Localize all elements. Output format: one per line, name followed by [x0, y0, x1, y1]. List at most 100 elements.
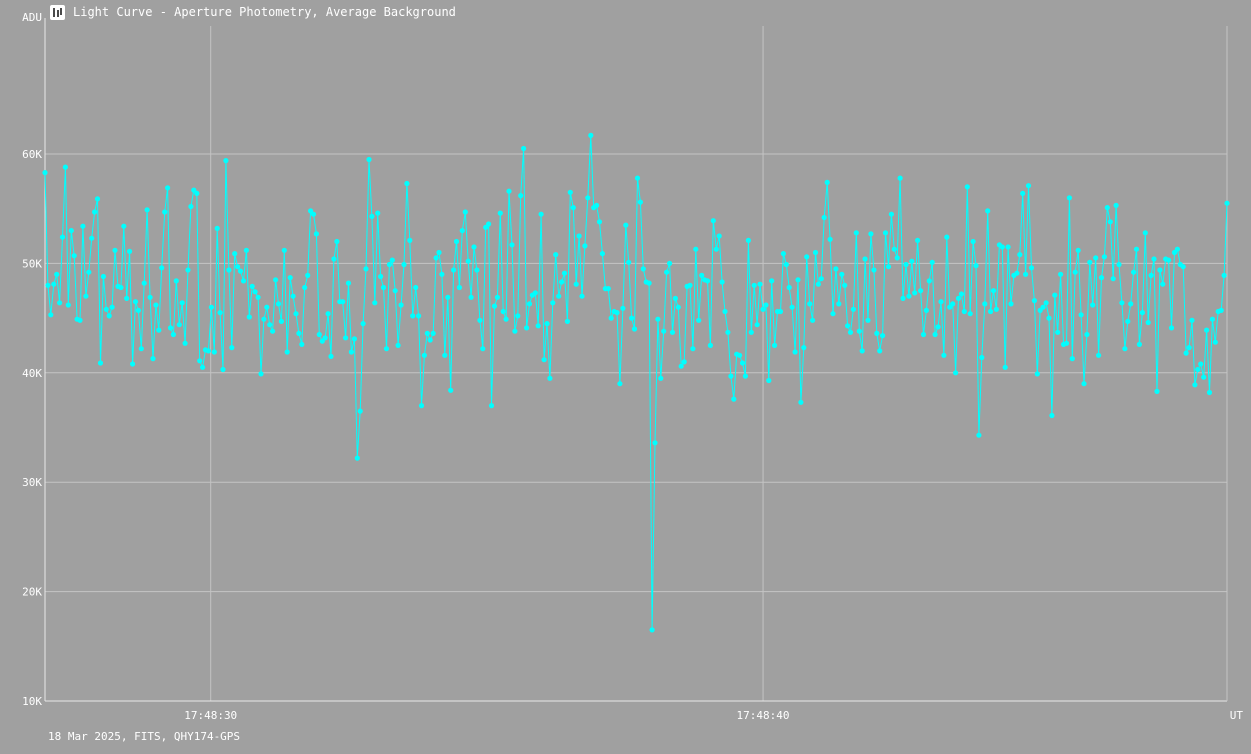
data-point	[815, 281, 822, 287]
data-point	[737, 352, 743, 358]
data-point	[909, 258, 915, 264]
data-point	[267, 322, 273, 328]
data-point	[141, 280, 147, 286]
data-point	[512, 328, 518, 334]
data-point	[328, 353, 334, 359]
data-point	[719, 279, 725, 285]
data-point	[1098, 275, 1105, 281]
chart-app-icon[interactable]	[50, 4, 65, 20]
data-point	[807, 301, 813, 307]
data-point	[322, 335, 328, 341]
data-point	[1084, 331, 1090, 338]
data-point	[386, 261, 392, 268]
data-point	[1195, 366, 1201, 373]
data-point	[348, 349, 354, 355]
data-point	[162, 209, 168, 215]
data-point	[999, 244, 1005, 250]
data-point	[754, 322, 760, 328]
data-point	[343, 335, 349, 341]
data-point	[97, 360, 104, 366]
data-point	[226, 267, 232, 273]
data-point	[882, 230, 889, 236]
title-bar: Light Curve - Aperture Photometry, Avera…	[50, 3, 456, 21]
data-point	[130, 361, 136, 367]
data-point	[413, 284, 419, 291]
y-tick-label: 10K	[22, 695, 42, 708]
data-point	[1020, 190, 1026, 196]
data-point	[777, 308, 784, 315]
data-point	[605, 286, 611, 292]
data-point	[1133, 246, 1140, 252]
data-point	[1025, 183, 1032, 189]
data-point	[1049, 412, 1055, 419]
data-point	[1139, 310, 1145, 316]
data-point	[229, 345, 235, 351]
data-point	[313, 231, 319, 237]
data-point	[912, 290, 918, 296]
data-point	[1040, 304, 1046, 310]
data-point	[772, 342, 778, 348]
data-point	[357, 408, 363, 414]
data-point	[780, 251, 787, 257]
data-point	[526, 301, 533, 307]
y-tick-label: 50K	[22, 257, 42, 270]
data-point	[544, 321, 550, 327]
data-point	[1023, 271, 1029, 277]
data-point	[1151, 256, 1157, 262]
data-point	[451, 267, 457, 273]
data-point	[652, 440, 658, 446]
data-point	[159, 265, 165, 271]
data-point	[964, 184, 970, 190]
data-point	[955, 295, 962, 301]
data-point	[786, 284, 792, 291]
data-point	[880, 333, 886, 339]
data-point	[296, 330, 302, 336]
data-point	[80, 223, 86, 229]
data-point	[874, 330, 880, 336]
data-point	[42, 170, 48, 176]
data-point	[687, 282, 693, 288]
data-point	[363, 266, 369, 272]
data-point	[378, 273, 384, 280]
data-point	[958, 291, 965, 297]
data-point	[217, 310, 223, 316]
data-point	[521, 145, 527, 152]
data-point	[731, 396, 737, 402]
data-point	[1055, 329, 1061, 335]
data-point	[305, 272, 311, 278]
data-point	[334, 238, 340, 245]
data-point	[1201, 374, 1207, 380]
data-point	[150, 356, 156, 362]
data-point	[503, 316, 509, 322]
data-point	[121, 223, 127, 229]
data-point	[623, 222, 629, 228]
data-point	[445, 294, 451, 300]
data-point	[722, 308, 728, 315]
data-point	[842, 282, 848, 288]
data-point	[982, 301, 988, 307]
data-point	[354, 455, 360, 461]
data-point	[465, 258, 471, 264]
data-point	[979, 354, 985, 361]
data-point	[1224, 200, 1230, 206]
data-point	[830, 311, 836, 317]
x-axis-title: UT	[1230, 709, 1244, 722]
data-point	[678, 363, 684, 369]
data-point	[132, 299, 139, 305]
data-point	[1031, 298, 1037, 304]
data-point	[1052, 292, 1058, 298]
data-point	[144, 207, 150, 213]
data-point	[976, 432, 982, 438]
data-point	[165, 185, 171, 191]
data-point	[515, 313, 521, 319]
data-point	[617, 381, 623, 387]
data-point	[579, 293, 585, 299]
grid-lines	[45, 26, 1227, 702]
data-point	[395, 342, 401, 348]
data-point	[375, 210, 381, 216]
data-point	[325, 311, 331, 317]
data-point	[944, 234, 950, 240]
data-point	[1174, 246, 1180, 252]
data-point	[699, 272, 705, 278]
data-point	[1008, 301, 1014, 307]
